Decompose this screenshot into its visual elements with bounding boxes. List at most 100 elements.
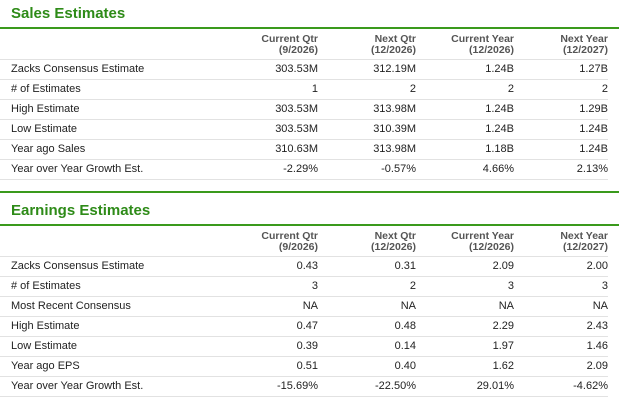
table-cell: 0.14 xyxy=(318,336,416,357)
table-cell: 313.98M xyxy=(318,139,416,160)
table-cell: NA xyxy=(318,296,416,317)
table-cell: 1.97 xyxy=(416,336,514,357)
table-cell: 1.24B xyxy=(514,119,608,140)
row-label: # of Estimates xyxy=(0,79,218,100)
table-row: High Estimate 303.53M 313.98M 1.24B 1.29… xyxy=(0,99,608,120)
table-cell: 2.09 xyxy=(416,256,514,277)
table-row: Year ago EPS 0.51 0.40 1.62 2.09 xyxy=(0,356,608,377)
table-cell: 2 xyxy=(318,276,416,297)
table-cell: 0.47 xyxy=(218,316,318,337)
table-cell: -15.69% xyxy=(218,376,318,397)
table-cell: 2.13% xyxy=(514,159,608,180)
table-cell: 2 xyxy=(318,79,416,100)
sales-estimates-title: Sales Estimates xyxy=(11,5,126,22)
earnings-col-next-year: Next Year (12/2027) xyxy=(514,227,608,257)
sales-col-period: (12/2027) xyxy=(563,44,608,56)
earnings-estimates-title: Earnings Estimates xyxy=(11,202,151,219)
earnings-col-period: (12/2027) xyxy=(563,241,608,253)
table-cell: 29.01% xyxy=(416,376,514,397)
earnings-col-next-qtr: Next Qtr (12/2026) xyxy=(318,227,416,257)
table-cell: 0.51 xyxy=(218,356,318,377)
table-row: Low Estimate 0.39 0.14 1.97 1.46 xyxy=(0,336,608,357)
table-cell: 313.98M xyxy=(318,99,416,120)
sales-header-blank xyxy=(0,30,218,60)
earnings-col-name: Next Year xyxy=(560,230,608,242)
table-row: # of Estimates 1 2 2 2 xyxy=(0,79,608,100)
table-cell: -22.50% xyxy=(318,376,416,397)
row-label: Year ago Sales xyxy=(0,139,218,160)
table-cell: 303.53M xyxy=(218,59,318,80)
table-cell: 0.40 xyxy=(318,356,416,377)
table-row: Year over Year Growth Est. -2.29% -0.57%… xyxy=(0,159,608,180)
table-cell: 1.24B xyxy=(416,119,514,140)
table-cell: 3 xyxy=(514,276,608,297)
table-cell: 1.29B xyxy=(514,99,608,120)
table-cell: 2 xyxy=(514,79,608,100)
table-cell: 1.24B xyxy=(416,59,514,80)
table-cell: 310.39M xyxy=(318,119,416,140)
sales-col-next-qtr: Next Qtr (12/2026) xyxy=(318,30,416,60)
table-cell: 4.66% xyxy=(416,159,514,180)
table-cell: NA xyxy=(416,296,514,317)
earnings-col-name: Next Qtr xyxy=(374,230,416,242)
table-cell: 0.48 xyxy=(318,316,416,337)
row-label: Low Estimate xyxy=(0,336,218,357)
table-cell: NA xyxy=(218,296,318,317)
table-row: Zacks Consensus Estimate 303.53M 312.19M… xyxy=(0,59,608,80)
table-cell: -4.62% xyxy=(514,376,608,397)
table-cell: NA xyxy=(514,296,608,317)
earnings-col-period: (12/2026) xyxy=(371,241,416,253)
table-cell: -2.29% xyxy=(218,159,318,180)
sales-col-period: (9/2026) xyxy=(278,44,318,56)
table-cell: 2.29 xyxy=(416,316,514,337)
sales-title-divider xyxy=(0,27,619,29)
table-cell: 1.18B xyxy=(416,139,514,160)
table-cell: 312.19M xyxy=(318,59,416,80)
table-cell: 1.27B xyxy=(514,59,608,80)
table-cell: 2.43 xyxy=(514,316,608,337)
table-cell: 2 xyxy=(416,79,514,100)
table-row: High Estimate 0.47 0.48 2.29 2.43 xyxy=(0,316,608,337)
table-cell: 1.46 xyxy=(514,336,608,357)
table-cell: 1 xyxy=(218,79,318,100)
table-cell: 3 xyxy=(218,276,318,297)
sales-col-name: Next Qtr xyxy=(374,33,416,45)
earnings-col-period: (12/2026) xyxy=(469,241,514,253)
row-label: Year over Year Growth Est. xyxy=(0,159,218,180)
sales-header-row: Current Qtr (9/2026) Next Qtr (12/2026) Cu… xyxy=(0,30,608,60)
sales-col-period: (12/2026) xyxy=(469,44,514,56)
table-row: Year ago Sales 310.63M 313.98M 1.18B 1.2… xyxy=(0,139,608,160)
table-cell: 2.09 xyxy=(514,356,608,377)
row-label: Low Estimate xyxy=(0,119,218,140)
earnings-estimates-table: Current Qtr (9/2026) Next Qtr (12/2026) Cu… xyxy=(0,227,608,397)
sales-col-current-year: Current Year (12/2026) xyxy=(416,30,514,60)
earnings-col-name: Current Year xyxy=(451,230,514,242)
table-cell: 2.00 xyxy=(514,256,608,277)
row-label: # of Estimates xyxy=(0,276,218,297)
table-cell: 1.24B xyxy=(416,99,514,120)
table-cell: 303.53M xyxy=(218,119,318,140)
earnings-col-name: Current Qtr xyxy=(261,230,318,242)
earnings-col-current-year: Current Year (12/2026) xyxy=(416,227,514,257)
row-label: Zacks Consensus Estimate xyxy=(0,59,218,80)
sales-col-name: Next Year xyxy=(560,33,608,45)
sales-col-name: Current Qtr xyxy=(261,33,318,45)
table-cell: 303.53M xyxy=(218,99,318,120)
earnings-title-divider xyxy=(0,224,619,226)
table-row: Most Recent Consensus NA NA NA NA xyxy=(0,296,608,317)
table-cell: 3 xyxy=(416,276,514,297)
earnings-header-blank xyxy=(0,227,218,257)
row-label: High Estimate xyxy=(0,316,218,337)
row-label: Year over Year Growth Est. xyxy=(0,376,218,397)
sales-col-current-qtr: Current Qtr (9/2026) xyxy=(218,30,318,60)
sales-section-divider xyxy=(0,191,619,193)
earnings-col-period: (9/2026) xyxy=(278,241,318,253)
row-label: Year ago EPS xyxy=(0,356,218,377)
row-label: Zacks Consensus Estimate xyxy=(0,256,218,277)
table-cell: -0.57% xyxy=(318,159,416,180)
sales-col-next-year: Next Year (12/2027) xyxy=(514,30,608,60)
table-cell: 0.31 xyxy=(318,256,416,277)
table-cell: 0.39 xyxy=(218,336,318,357)
row-label: High Estimate xyxy=(0,99,218,120)
table-cell: 0.43 xyxy=(218,256,318,277)
